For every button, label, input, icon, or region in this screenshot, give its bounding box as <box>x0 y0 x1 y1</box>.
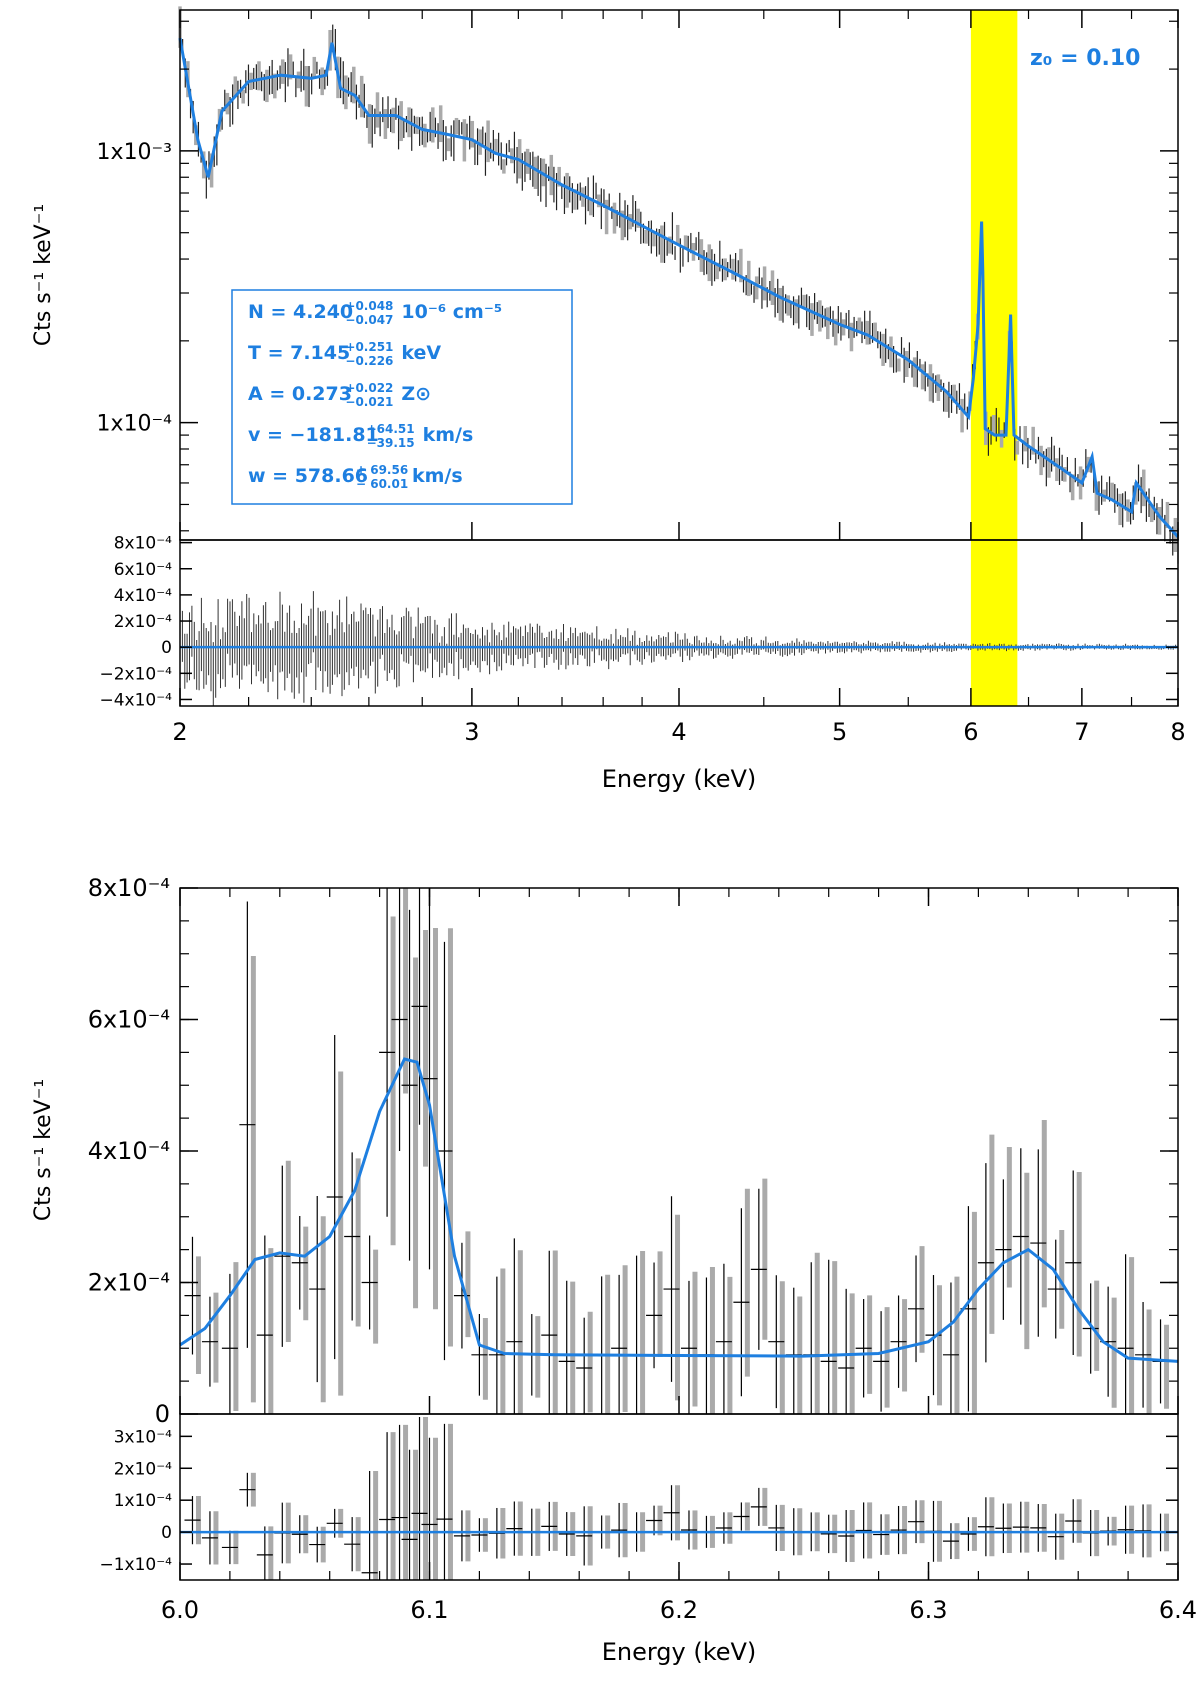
x-tick-label: 6.1 <box>410 1596 448 1624</box>
bottom-x-tick-labels: 6.0 6.1 6.2 6.3 6.4 <box>161 1596 1197 1624</box>
redshift-annotation: z₀ = 0.10 <box>1030 46 1140 71</box>
fit-param-unit: Z⊙ <box>401 383 431 405</box>
fit-param-lower-error: −39.15 <box>367 436 415 450</box>
x-tick-label: 6.0 <box>161 1596 199 1624</box>
res-y-tick-label: −4x10⁻⁴ <box>99 690 172 710</box>
top-x-axis-label: Energy (keV) <box>602 765 757 793</box>
bottom-y-tick-labels: 0 2x10⁻⁴ 4x10⁻⁴ 6x10⁻⁴ 8x10⁻⁴ <box>88 874 170 1428</box>
y-tick-label: 6x10⁻⁴ <box>88 1006 170 1034</box>
fit-param-lower-error: − 60.01 <box>356 477 408 491</box>
res-y-tick-label: 0 <box>161 1523 172 1543</box>
y-tick-label: 8x10⁻⁴ <box>88 874 170 902</box>
top-x-tick-labels: 2 3 4 5 6 7 8 <box>172 718 1185 746</box>
bottom-model-line <box>179 1057 1179 1363</box>
res-y-tick-label: 2x10⁻⁴ <box>114 612 172 632</box>
fit-param-text: T = 7.145 <box>248 342 350 364</box>
bottom-y-axis-label: Cts s⁻¹ keV⁻¹ <box>31 1079 56 1221</box>
bottom-residual-tick-labels: 3x10⁻⁴ 2x10⁻⁴ 1x10⁻⁴ 0 −1x10⁻⁴ <box>99 1427 172 1575</box>
fit-param-upper-error: +0.022 <box>345 381 393 395</box>
fit-param-upper-error: + 69.56 <box>356 463 408 477</box>
y-tick-label: 4x10⁻⁴ <box>88 1137 170 1165</box>
res-y-tick-label: 0 <box>161 638 172 658</box>
x-tick-label: 3 <box>464 718 479 746</box>
fit-param-upper-error: +64.51 <box>367 422 415 436</box>
bottom-data-points <box>184 888 1170 1414</box>
y-tick-label: 2x10⁻⁴ <box>88 1269 170 1297</box>
fit-parameters: N = 4.240+0.048−0.047 10⁻⁶ cm⁻⁵T = 7.145+… <box>248 299 502 491</box>
x-tick-label: 6.2 <box>660 1596 698 1624</box>
top-residual-tick-labels: 8x10⁻⁴ 6x10⁻⁴ 4x10⁻⁴ 2x10⁻⁴ 0 −2x10⁻⁴ −4x10⁻⁴ <box>99 534 172 711</box>
top-model-line <box>178 37 1180 538</box>
fit-param-text: v = −181.81 <box>248 424 379 446</box>
bottom-residual-points <box>184 1416 1170 1580</box>
top-panel: 1x10⁻³ 1x10⁻⁴ Cts s⁻¹ keV⁻¹ z₀ = 0.10 N =… <box>31 6 1186 793</box>
fit-param-text: w = 578.66 <box>248 465 368 487</box>
x-tick-label: 7 <box>1074 718 1089 746</box>
bottom-residual-ticks <box>180 1435 1178 1565</box>
fit-param-lower-error: −0.047 <box>345 313 393 327</box>
fit-param-upper-error: +0.251 <box>345 340 393 354</box>
bottom-spectrum-ticks <box>179 887 1179 1580</box>
fit-param-lower-error: −0.021 <box>345 395 393 409</box>
fit-parameters-box <box>231 289 573 505</box>
x-tick-label: 2 <box>172 718 187 746</box>
x-tick-label: 6 <box>963 718 978 746</box>
fit-param-unit: km/s <box>423 424 474 446</box>
res-y-tick-label: −2x10⁻⁴ <box>99 664 172 684</box>
bottom-x-axis-label: Energy (keV) <box>602 1638 757 1666</box>
fit-param-unit: km/s <box>412 465 463 487</box>
res-y-tick-label: 1x10⁻⁴ <box>114 1491 172 1511</box>
res-y-tick-label: −1x10⁻⁴ <box>99 1555 172 1575</box>
res-y-tick-label: 3x10⁻⁴ <box>114 1427 172 1447</box>
top-spectrum-ticks <box>179 10 1179 706</box>
y-tick-label: 0 <box>155 1400 170 1428</box>
bottom-residual-frame <box>179 1413 1179 1581</box>
fit-param-upper-error: +0.048 <box>345 299 393 313</box>
x-tick-label: 5 <box>832 718 847 746</box>
x-tick-label: 4 <box>671 718 686 746</box>
y-tick-label: 1x10⁻³ <box>97 140 172 165</box>
res-y-tick-label: 2x10⁻⁴ <box>114 1459 172 1479</box>
top-y-axis-label: Cts s⁻¹ keV⁻¹ <box>31 204 56 346</box>
fit-param-lower-error: −0.226 <box>345 354 393 368</box>
y-tick-label: 1x10⁻⁴ <box>97 412 173 437</box>
x-tick-label: 8 <box>1170 718 1185 746</box>
fit-param-unit: keV <box>401 342 441 364</box>
x-tick-label: 6.3 <box>909 1596 947 1624</box>
fit-param-unit: 10⁻⁶ cm⁻⁵ <box>401 301 502 323</box>
top-residual-ticks <box>180 541 1178 701</box>
x-tick-label: 6.4 <box>1159 1596 1197 1624</box>
fit-param-text: N = 4.240 <box>248 301 353 323</box>
top-y-tick-labels: 1x10⁻³ 1x10⁻⁴ <box>97 140 173 437</box>
res-y-tick-label: 8x10⁻⁴ <box>114 534 172 554</box>
res-y-tick-label: 6x10⁻⁴ <box>114 560 172 580</box>
fit-param-text: A = 0.273 <box>248 383 352 405</box>
res-y-tick-label: 4x10⁻⁴ <box>114 586 172 606</box>
top-residual-frame <box>179 539 1179 707</box>
